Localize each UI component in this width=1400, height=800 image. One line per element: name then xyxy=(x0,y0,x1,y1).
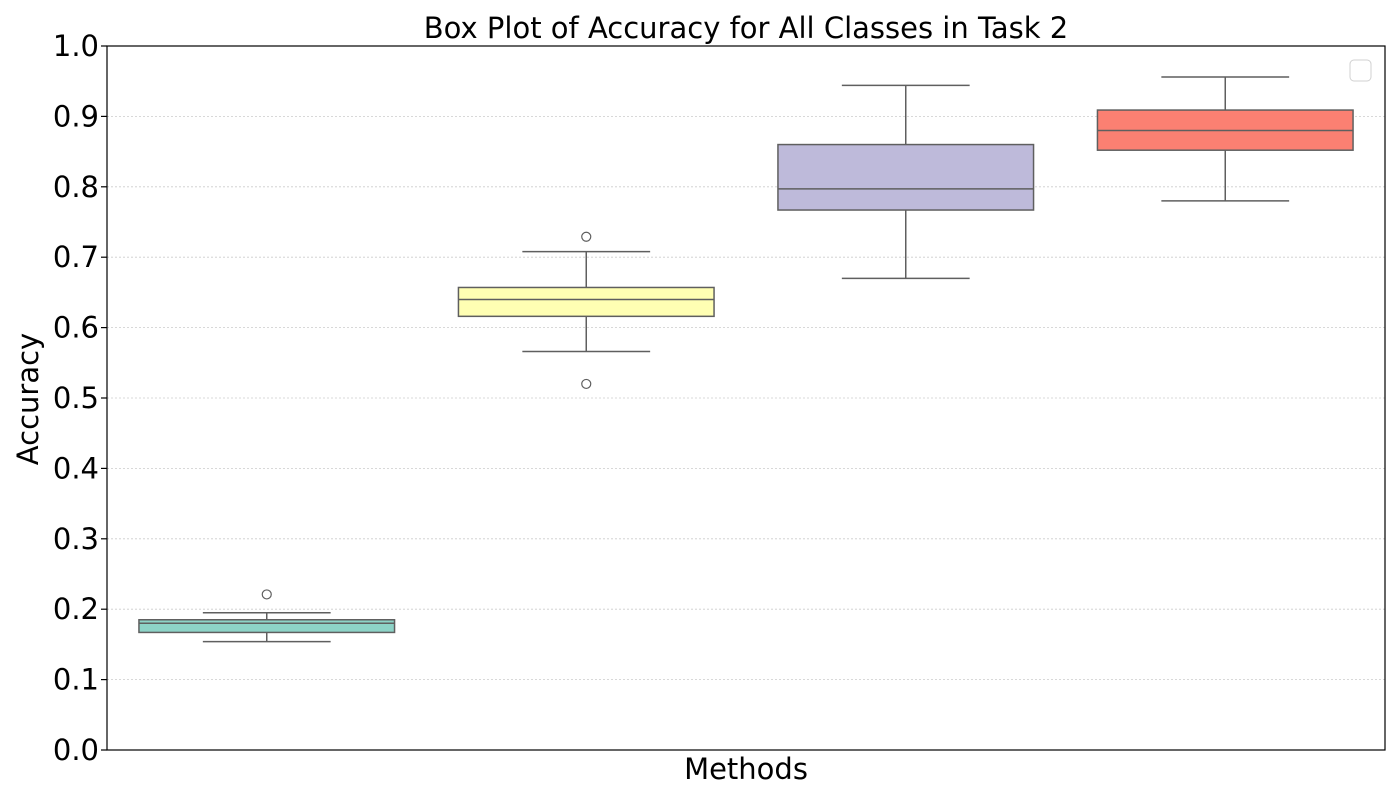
box-group-method-3 xyxy=(777,84,1035,280)
iqr-box xyxy=(457,286,715,318)
box-group-method-1 xyxy=(138,589,396,643)
iqr-box xyxy=(138,619,396,634)
grid-layer xyxy=(107,116,1385,680)
y-tick-label: 0.1 xyxy=(53,663,99,697)
y-tick-label: 0.0 xyxy=(53,733,99,767)
y-tick-layer: 0.0 0.1 0.2 0.3 0.4 0.5 0.6 0.7 0.8 0.9 1.0 xyxy=(53,29,107,767)
legend-box xyxy=(1349,59,1372,82)
iqr-box xyxy=(777,143,1035,211)
plot-frame xyxy=(106,45,1386,751)
y-tick-label: 0.4 xyxy=(53,451,99,485)
x-axis-label: Methods xyxy=(684,752,808,786)
y-tick-label: 0.9 xyxy=(53,99,99,133)
y-axis-label: Accuracy xyxy=(11,333,45,465)
y-tick-label: 0.8 xyxy=(53,170,99,204)
outlier-point xyxy=(581,231,592,242)
outlier-point xyxy=(581,378,592,390)
chart-title: Box Plot of Accuracy for All Classes in … xyxy=(424,11,1068,45)
y-tick-label: 1.0 xyxy=(53,29,99,63)
y-tick-label: 0.5 xyxy=(53,381,99,415)
y-tick-label: 0.2 xyxy=(53,592,99,626)
box-group-method-4 xyxy=(1096,76,1354,202)
box-group-method-2 xyxy=(457,231,715,390)
y-tick-label: 0.3 xyxy=(53,522,99,556)
y-tick-label: 0.6 xyxy=(53,311,99,345)
outlier-point xyxy=(261,589,272,600)
y-tick-label: 0.7 xyxy=(53,240,99,274)
box-layer xyxy=(138,76,1354,643)
